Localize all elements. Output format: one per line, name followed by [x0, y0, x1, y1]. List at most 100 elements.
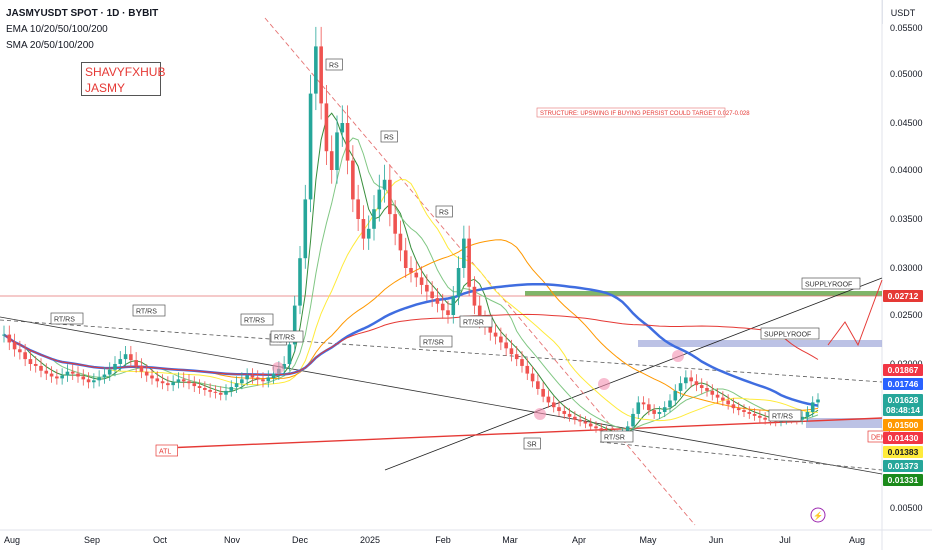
candle-body	[430, 291, 434, 299]
candle-body	[731, 404, 736, 409]
rs-label: RS	[329, 63, 339, 70]
x-tick-label: Mar	[502, 535, 518, 545]
chart-header: JASMYUSDT SPOT · 1D · BYBIT EMA 10/20/50…	[6, 6, 158, 54]
rt-rs-label: RT/RS	[136, 309, 157, 316]
candle-body	[536, 381, 540, 389]
x-tick-label: Apr	[572, 535, 586, 545]
price-tag-label: 0.01331	[888, 475, 919, 485]
candle-body	[324, 103, 329, 152]
currency-label[interactable]: USDT	[890, 8, 916, 18]
highlight-circle	[672, 350, 684, 362]
structure-note-box	[536, 107, 726, 118]
candle-body	[530, 373, 535, 382]
candle-body	[166, 383, 170, 386]
x-tick-label: Aug	[4, 535, 20, 545]
candle-body	[467, 238, 471, 287]
price-tag-label: 0.01628	[888, 395, 919, 405]
candle-body	[160, 381, 165, 384]
candle-body	[583, 421, 588, 424]
price-tag[interactable]	[883, 290, 923, 302]
candle-body	[636, 402, 641, 414]
candle-body	[229, 387, 234, 391]
trendline-red	[164, 417, 883, 449]
candle-body	[150, 375, 154, 379]
candle-body	[282, 364, 286, 369]
candle-body	[65, 371, 70, 376]
candle-body	[271, 373, 276, 378]
candle-body	[171, 382, 175, 386]
y-tick-label: 0.05000	[890, 69, 923, 79]
rs-label-box	[435, 205, 453, 218]
candle-body	[18, 349, 22, 353]
ema-legend[interactable]: EMA 10/20/50/100/200	[6, 24, 108, 35]
candle-body	[213, 391, 218, 393]
candle-body	[625, 426, 630, 434]
price-tag[interactable]	[883, 394, 923, 406]
price-tag[interactable]	[883, 432, 923, 444]
candle-body	[573, 416, 577, 420]
candle-body	[2, 334, 6, 336]
candle-body	[92, 380, 96, 383]
rt-rs-label: RT/RS	[274, 335, 295, 342]
price-tag[interactable]	[883, 419, 923, 431]
candle-body	[694, 381, 699, 386]
candle-body	[398, 233, 403, 251]
x-tick-label: Nov	[224, 535, 241, 545]
price-tag[interactable]	[883, 460, 923, 472]
candle-body	[23, 352, 27, 360]
candle-body	[329, 151, 334, 170]
candle-body	[562, 411, 567, 414]
candle-body	[747, 412, 752, 414]
y-tick-label: 0.04500	[890, 118, 923, 128]
candle-body	[314, 46, 318, 94]
candle-body	[372, 209, 376, 229]
highlight-circle	[272, 362, 284, 374]
trendline-dashed	[0, 319, 883, 383]
candle-body	[599, 428, 604, 432]
highlight-circle	[534, 408, 546, 420]
candle-body	[319, 46, 323, 104]
candle-body	[192, 383, 197, 387]
price-tag[interactable]	[883, 364, 923, 376]
atl-label-box	[155, 444, 178, 457]
candle-body	[594, 426, 598, 429]
y-tick-label: 0.00500	[890, 503, 923, 513]
candle-body	[742, 410, 746, 412]
supplyroof-label-box	[760, 327, 820, 340]
candle-body	[187, 381, 191, 384]
candle-body	[28, 359, 33, 364]
candle-body	[155, 378, 160, 382]
candle-body	[240, 379, 244, 384]
candle-body	[287, 344, 292, 364]
candle-body	[366, 228, 371, 239]
candle-body	[255, 377, 260, 380]
x-tick-label: Feb	[435, 535, 451, 545]
y-tick-label: 0.03500	[890, 214, 923, 224]
candle-body	[721, 397, 725, 401]
candle-body	[456, 268, 461, 297]
symbol-title[interactable]: JASMYUSDT SPOT · 1D · BYBIT	[6, 8, 159, 19]
candle-body	[462, 238, 466, 268]
price-tag[interactable]	[883, 446, 923, 458]
lightning-icon[interactable]	[810, 507, 826, 523]
sma-legend[interactable]: SMA 20/50/100/200	[6, 40, 94, 51]
rt-sr-label-box	[419, 335, 453, 348]
y-tick-label: 0.05500	[890, 23, 923, 33]
rt-sr-label: RT/SR	[423, 340, 444, 347]
price-tag[interactable]	[883, 378, 923, 390]
candle-body	[488, 326, 493, 333]
trendline-lower	[0, 316, 883, 475]
candle-body	[49, 373, 54, 377]
candle-body	[514, 354, 519, 360]
candle-body	[55, 376, 59, 379]
price-tag[interactable]	[883, 474, 923, 486]
candle-body	[525, 365, 530, 374]
candle-body	[419, 277, 424, 285]
candle-body	[641, 402, 646, 405]
candle-body	[578, 419, 582, 422]
price-tag[interactable]	[883, 404, 923, 416]
candle-body	[44, 370, 49, 374]
candle-body	[678, 383, 683, 391]
price-tag-label: 0.02712	[888, 291, 919, 301]
